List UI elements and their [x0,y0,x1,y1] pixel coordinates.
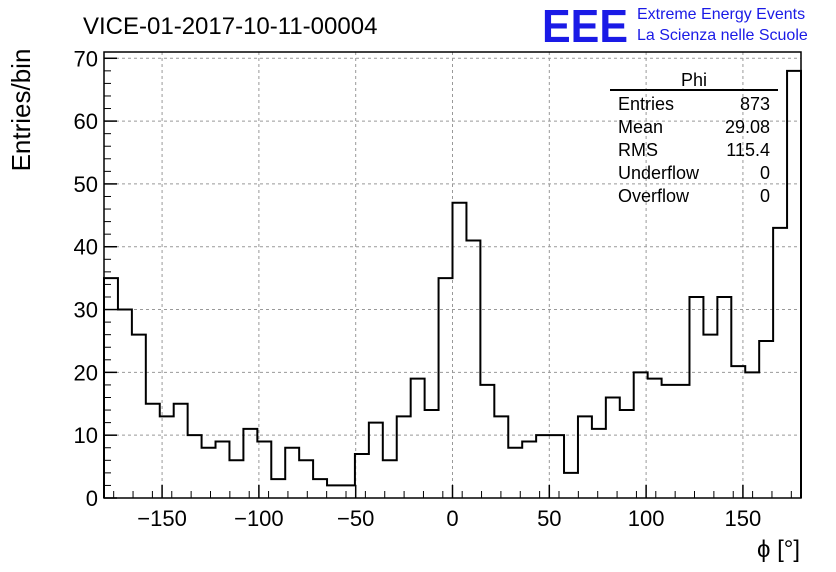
y-tick-label: 60 [74,109,98,134]
logo-line-2: La Scienza nelle Scuole [637,27,808,44]
logo-line-1: Extreme Energy Events [637,6,805,23]
stats-label: Overflow [618,186,690,206]
stats-rows: Entries 873 Mean 29.08 RMS 115.4 Underflow 0 Ove… [618,94,770,206]
grid-lines [104,52,801,498]
stats-value: 873 [740,94,770,114]
y-tick-label: 10 [74,423,98,448]
y-axis-ticks: 0 10 20 30 40 50 60 70 [74,46,117,511]
stats-label: Underflow [618,163,700,183]
stats-label: RMS [618,140,658,160]
x-tick-label: 0 [446,506,458,531]
x-tick-label: −100 [234,506,284,531]
x-axis-label: ϕ [°] [757,536,800,563]
stats-title: Phi [681,70,707,90]
y-tick-label: 0 [86,486,98,511]
stats-value: 0 [760,186,770,206]
logo-mark: EEE [542,0,628,52]
y-tick-label: 70 [74,46,98,71]
x-tick-label: −150 [137,506,187,531]
stats-label: Entries [618,94,674,114]
x-tick-label: 150 [725,506,762,531]
y-tick-label: 50 [74,172,98,197]
y-tick-label: 30 [74,298,98,323]
stats-value: 29.08 [725,117,770,137]
x-axis-ticks: −150 −100 −50 0 50 100 150 [113,485,792,531]
stats-value: 0 [760,163,770,183]
x-tick-label: −50 [337,506,374,531]
x-tick-label: 50 [537,506,561,531]
stats-box: Phi Entries 873 Mean 29.08 RMS 115.4 Underflow… [610,70,778,206]
eee-logo: EEE Extreme Energy Events La Scienza nel… [542,0,808,52]
chart-title: VICE-01-2017-10-11-00004 [83,13,377,40]
y-tick-label: 20 [74,360,98,385]
x-tick-label: 100 [628,506,665,531]
stats-label: Mean [618,117,663,137]
y-tick-label: 40 [74,235,98,260]
histogram-line [103,69,802,498]
stats-value: 115.4 [726,140,770,160]
y-axis-label: Entries/bin [6,49,36,172]
